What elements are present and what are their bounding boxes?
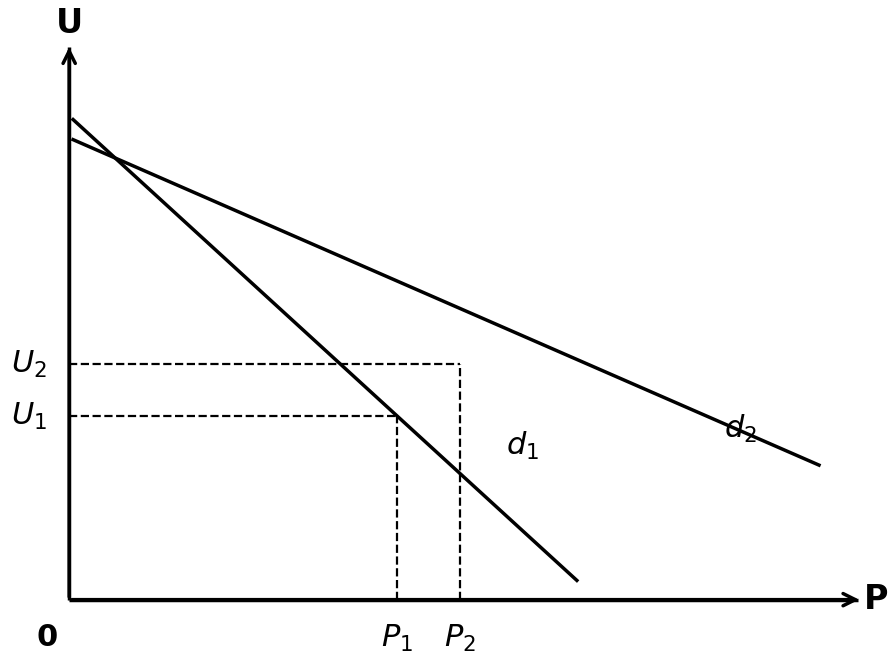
Text: $d_1$: $d_1$ [505, 430, 538, 461]
Text: 0: 0 [36, 623, 57, 652]
Text: $P_1$: $P_1$ [381, 623, 413, 654]
Text: $P_2$: $P_2$ [444, 623, 476, 654]
Text: $U_2$: $U_2$ [12, 349, 47, 380]
Text: U: U [56, 7, 82, 40]
Text: P: P [865, 583, 889, 616]
Text: $U_1$: $U_1$ [12, 400, 47, 432]
Text: $d_2$: $d_2$ [725, 413, 757, 446]
